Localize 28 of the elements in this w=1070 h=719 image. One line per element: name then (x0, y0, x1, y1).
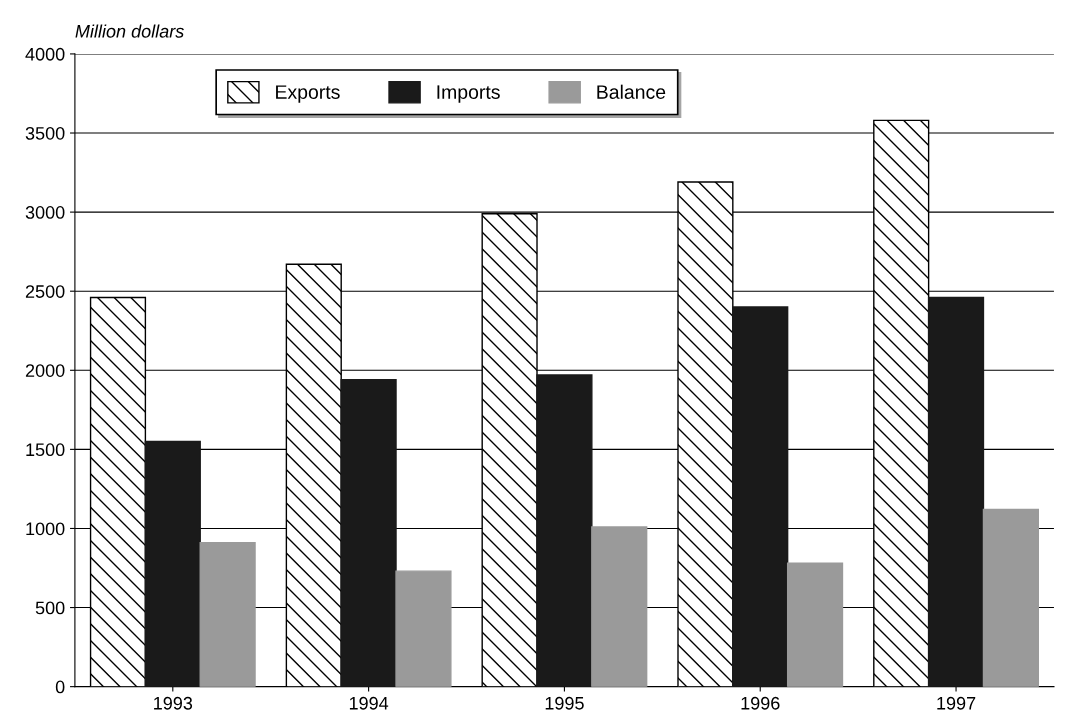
bar (199, 542, 256, 687)
bar (144, 440, 201, 687)
y-axis-title: Million dollars (75, 24, 184, 38)
y-tick-label: 3000 (25, 206, 65, 219)
bar (732, 306, 789, 687)
y-tick-label: 0 (55, 680, 65, 694)
y-tick-label: 500 (35, 601, 65, 615)
x-tick-label: 1995 (545, 696, 584, 710)
bar (395, 570, 452, 687)
y-tick-label: 3500 (25, 126, 65, 140)
bar (536, 374, 593, 687)
legend-label: Imports (437, 85, 500, 103)
x-tick-label: 1993 (154, 696, 193, 710)
y-tick-label: 2000 (25, 364, 65, 378)
y-tick-label: 2500 (25, 285, 65, 298)
bar (591, 526, 648, 687)
y-tick-label: 1500 (26, 443, 65, 457)
legend-label: Balance (597, 84, 666, 99)
bar (982, 508, 1039, 687)
x-tick-label: 1997 (937, 696, 976, 710)
bar (340, 379, 397, 687)
x-tick-label: 1994 (349, 696, 389, 710)
y-tick-label: 4000 (25, 47, 65, 61)
bar (786, 562, 844, 687)
bar (927, 296, 985, 687)
y-tick-label: 1000 (26, 522, 65, 536)
x-tick-label: 1996 (741, 696, 780, 710)
legend-label: Exports (276, 85, 340, 103)
